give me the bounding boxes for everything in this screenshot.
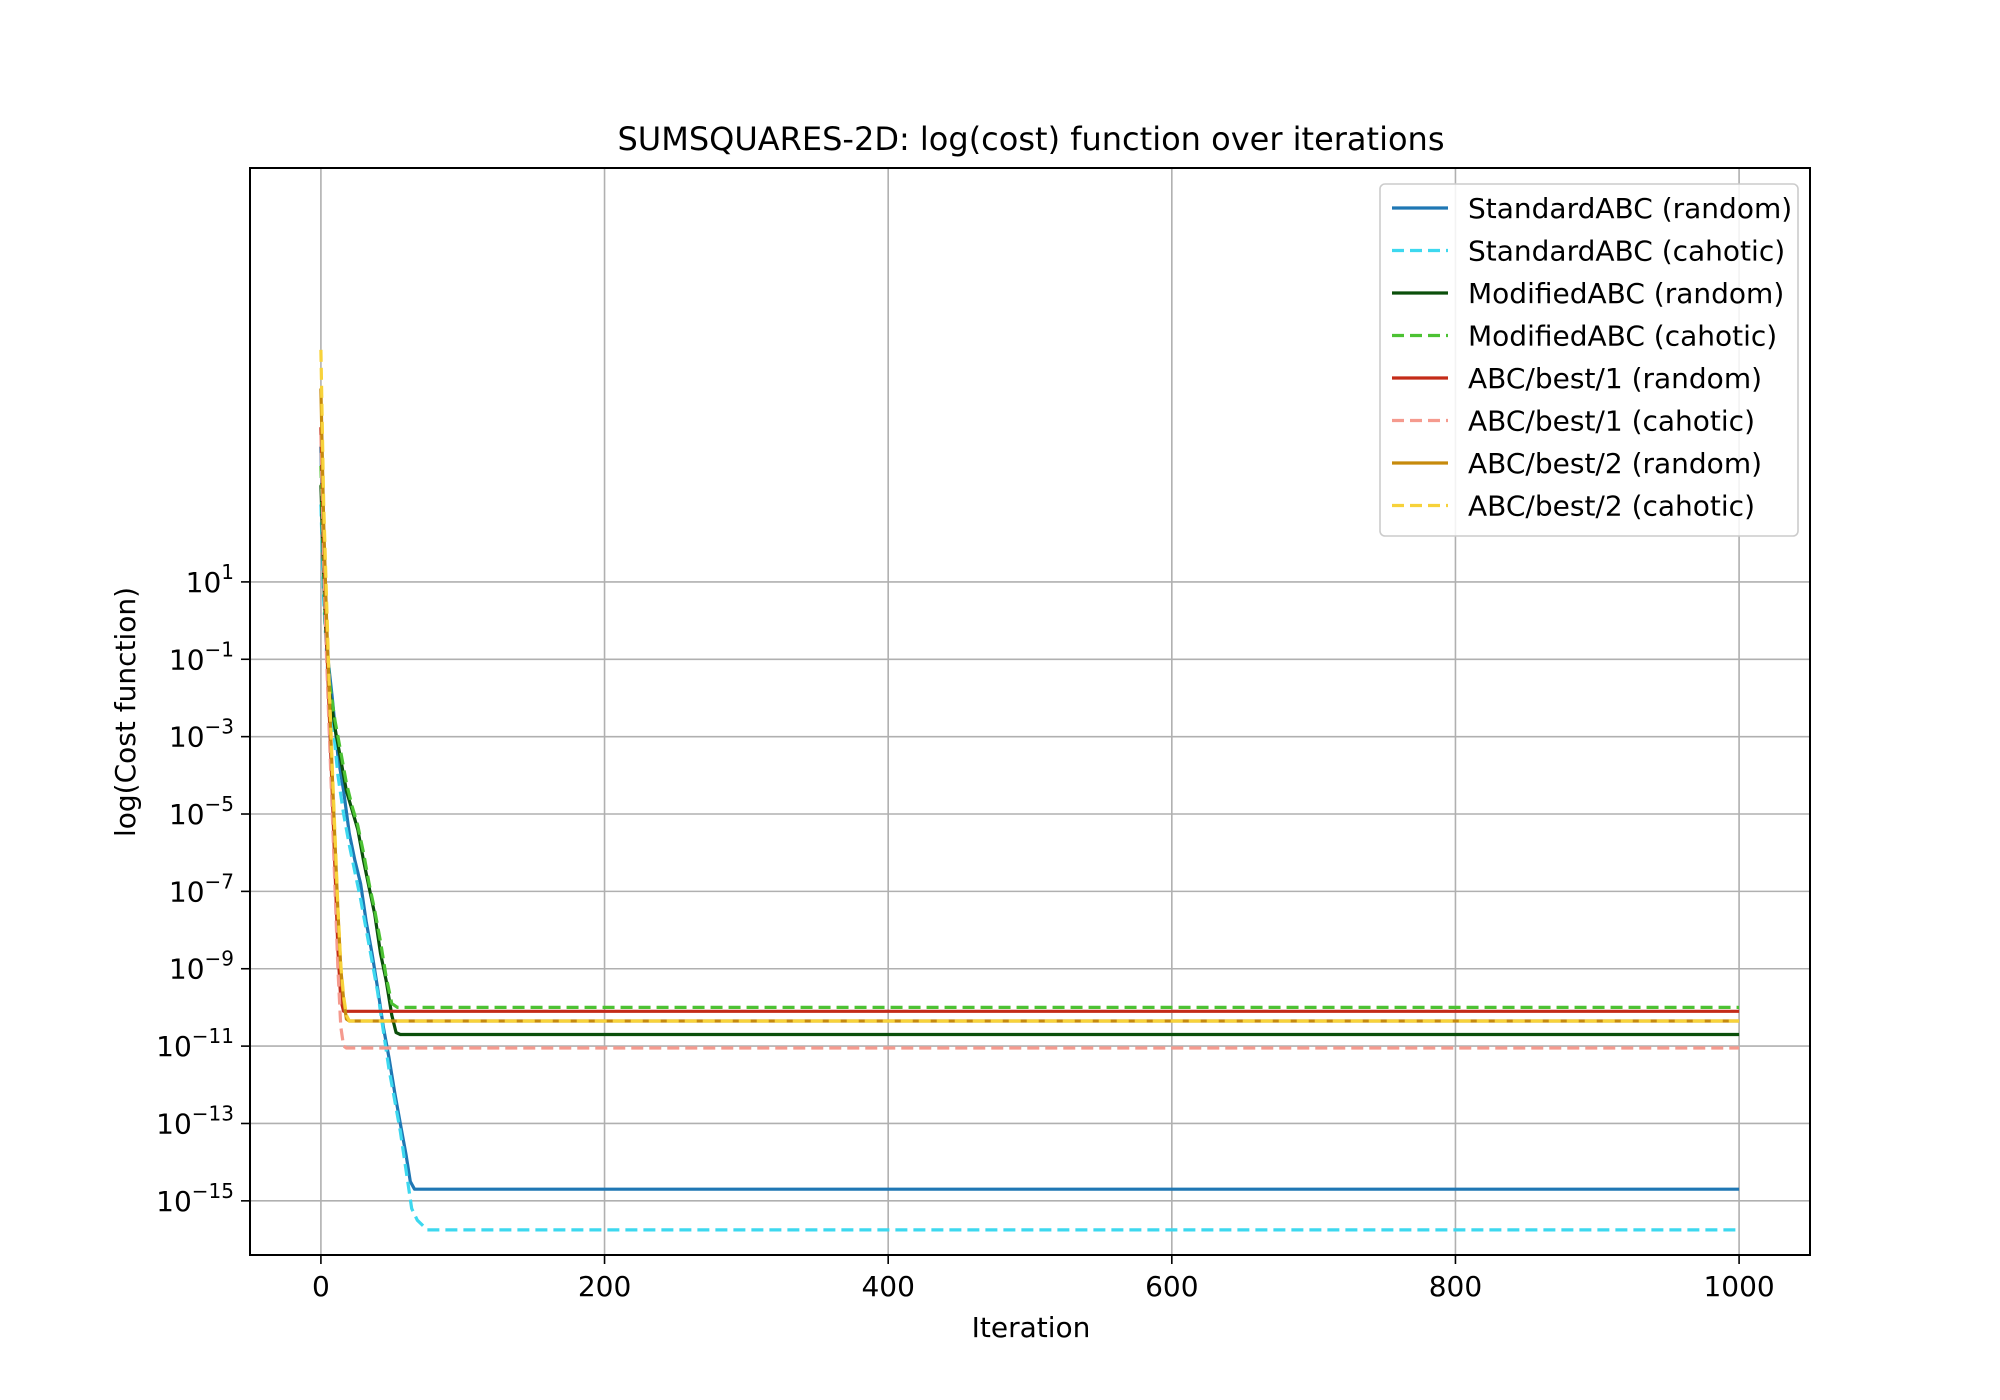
x-axis-label: Iteration — [972, 1311, 1091, 1344]
series-line-6 — [319, 434, 1740, 1050]
y-tick-label: 10−1 — [169, 637, 234, 676]
x-tick-label: 600 — [1145, 1270, 1198, 1303]
series-line-2 — [319, 504, 1740, 1232]
y-tick-label: 10−7 — [169, 869, 234, 908]
series-line-8 — [319, 349, 1740, 1023]
legend-label: ABC/best/2 (random) — [1468, 447, 1762, 480]
legend-label: ABC/best/2 (cahotic) — [1468, 490, 1755, 523]
y-tick-label: 10−3 — [169, 715, 234, 754]
x-tick-label: 1000 — [1703, 1270, 1774, 1303]
x-tick-label: 800 — [1429, 1270, 1482, 1303]
y-tick-label: 101 — [186, 560, 234, 599]
legend-label: ModifiedABC (random) — [1468, 277, 1784, 310]
y-axis-ticks: 101 10−1 10−3 10−5 10−7 10−9 10−11 10−13 10−15 — [156, 560, 250, 1218]
y-tick-label: 10−9 — [169, 947, 234, 986]
x-axis-ticks: 0 200 400 600 800 1000 — [312, 1255, 1775, 1303]
legend-box — [1379, 183, 1799, 537]
legend-label: ABC/best/1 (random) — [1468, 362, 1762, 395]
legend-label: ABC/best/1 (cahotic) — [1468, 405, 1755, 438]
x-tick-label: 400 — [861, 1270, 914, 1303]
series-line-4 — [319, 465, 1740, 1009]
x-tick-label: 0 — [312, 1270, 330, 1303]
legend-label: ModifiedABC (cahotic) — [1468, 320, 1777, 353]
x-tick-label: 200 — [578, 1270, 631, 1303]
y-axis-label: log(Cost function) — [109, 587, 142, 837]
chart-title: SUMSQUARES-2D: log(cost) function over i… — [617, 120, 1444, 158]
y-tick-label: 10−11 — [156, 1024, 234, 1063]
grid — [250, 168, 1810, 1255]
legend-label: StandardABC (random) — [1468, 192, 1792, 225]
series-lines — [319, 349, 1740, 1232]
legend-label: StandardABC (cahotic) — [1468, 235, 1785, 268]
legend: StandardABC (random) StandardABC (cahotic… — [1379, 183, 1799, 537]
plot-frame — [249, 167, 1811, 1256]
y-tick-label: 10−15 — [156, 1179, 234, 1218]
y-tick-label: 10−5 — [169, 792, 234, 831]
y-tick-label: 10−13 — [156, 1101, 234, 1140]
